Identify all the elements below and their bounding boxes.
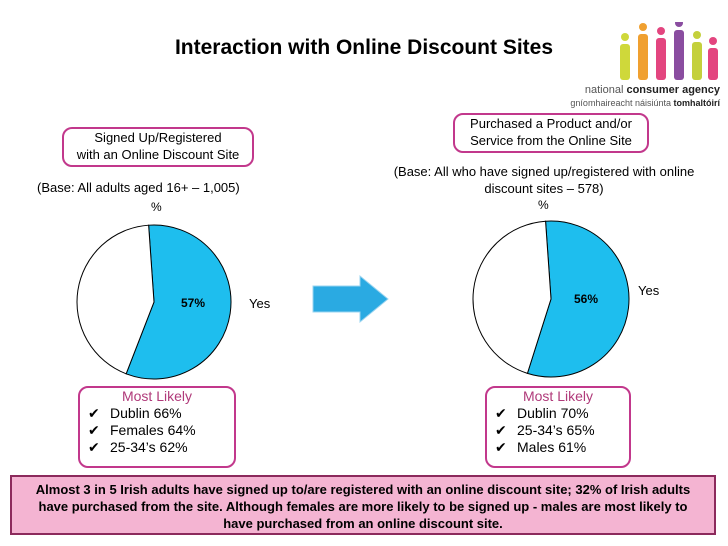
page-title: Interaction with Online Discount Sites: [174, 36, 554, 59]
left-base-note: (Base: All adults aged 16+ – 1,005): [37, 180, 240, 195]
pie-slice-yes: [125, 224, 232, 380]
list-item: ✔ Dublin 66%: [80, 405, 234, 422]
list-item-text: Dublin 66%: [110, 405, 182, 421]
left-heading-line2: with an Online Discount Site: [76, 147, 240, 162]
right-yes-label: Yes: [638, 283, 660, 298]
list-item: ✔ 25-34’s 65%: [487, 422, 629, 439]
logo-figures-icon: [620, 19, 718, 80]
logo-line2-pre: gníomhaireacht náisiúnta: [570, 98, 674, 108]
logo-figure-body: [656, 38, 666, 80]
left-heading-line1: Signed Up/Registered: [94, 130, 222, 145]
left-pct-symbol: %: [151, 200, 162, 214]
left-heading: Signed Up/Registered with an Online Disc…: [62, 127, 254, 167]
summary-banner: Almost 3 in 5 Irish adults have signed u…: [10, 475, 716, 535]
left-slice-value-label: 57%: [181, 296, 206, 310]
logo-figure-head: [639, 23, 647, 31]
right-heading: Purchased a Product and/or Service from …: [453, 113, 649, 153]
logo-figure-body: [674, 30, 684, 80]
summary-line1: Almost 3 in 5 Irish adults have signed u…: [35, 482, 691, 497]
logo-line1-bold: consumer agency: [626, 84, 720, 96]
left-most-likely-title: Most Likely: [121, 388, 193, 404]
logo-figure-head: [709, 37, 717, 45]
checkmark-icon: ✔: [495, 405, 507, 421]
left-most-likely-box: Most Likely ✔ Dublin 66% ✔ Females 64% ✔ 25…: [78, 386, 236, 468]
list-item: ✔ Dublin 70%: [487, 405, 629, 422]
logo-line1-pre: national: [584, 84, 627, 96]
pie-slice-other: [472, 220, 552, 374]
summary-line2: have purchased from the site. Although f…: [38, 499, 688, 514]
pie-slice-other: [76, 224, 155, 375]
right-most-likely-list: ✔ Dublin 70% ✔ 25-34’s 65% ✔ Males 61%: [487, 405, 629, 456]
left-yes-label: Yes: [249, 296, 271, 311]
arrow-icon: [312, 274, 389, 324]
logo-text: national consumer agency gníomhaireacht …: [520, 84, 720, 110]
checkmark-icon: ✔: [88, 439, 100, 455]
checkmark-icon: ✔: [495, 439, 507, 455]
right-heading-line2: Service from the Online Site: [470, 133, 632, 148]
list-item-text: Dublin 70%: [517, 405, 589, 421]
logo-figure-head: [621, 33, 629, 41]
logo-figure-body: [692, 42, 702, 80]
right-slice-value-label: 56%: [574, 292, 599, 306]
checkmark-icon: ✔: [495, 422, 507, 438]
pie-chart-right: [472, 220, 630, 378]
checkmark-icon: ✔: [88, 405, 100, 421]
right-base-note: (Base: All who have signed up/registered…: [375, 163, 713, 197]
logo-figure-body: [620, 44, 630, 80]
list-item-text: Females 64%: [110, 422, 196, 438]
logo-figure-head: [657, 27, 665, 35]
logo-figure-body: [708, 48, 718, 80]
logo-figure-head: [675, 19, 683, 27]
pie-chart-left: [76, 224, 232, 380]
logo-figure-head: [693, 31, 701, 39]
right-heading-line1: Purchased a Product and/or: [470, 116, 632, 131]
logo-line2-bold: tomhaltóirí: [673, 98, 721, 108]
list-item: ✔ Males 61%: [487, 439, 629, 456]
right-pct-symbol: %: [538, 198, 549, 212]
list-item: ✔ 25-34’s 62%: [80, 439, 234, 456]
logo-figure-body: [638, 34, 648, 80]
logo: [612, 19, 722, 82]
list-item-text: 25-34’s 65%: [517, 422, 595, 438]
list-item-text: 25-34’s 62%: [110, 439, 188, 455]
checkmark-icon: ✔: [88, 422, 100, 438]
list-item: ✔ Females 64%: [80, 422, 234, 439]
right-base-line2: discount sites – 578): [484, 181, 604, 196]
right-most-likely-title: Most Likely: [522, 388, 594, 404]
list-item-text: Males 61%: [517, 439, 587, 455]
right-base-line1: (Base: All who have signed up/registered…: [393, 164, 695, 179]
summary-line3: have purchased from an online discount s…: [223, 516, 503, 531]
right-most-likely-box: Most Likely ✔ Dublin 70% ✔ 25-34’s 65% ✔ Ma…: [485, 386, 631, 468]
left-most-likely-list: ✔ Dublin 66% ✔ Females 64% ✔ 25-34’s 62%: [80, 405, 234, 456]
